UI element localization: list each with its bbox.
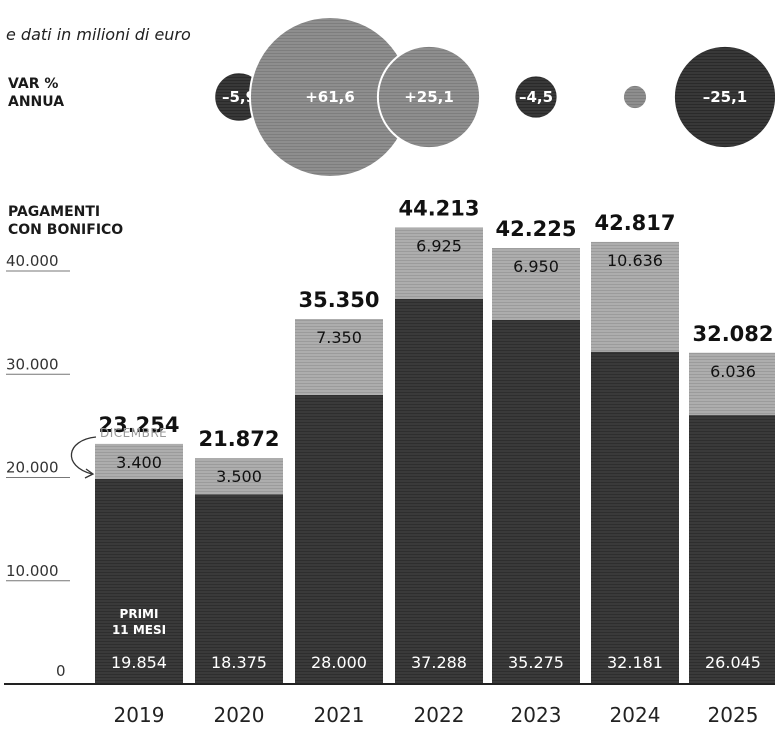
y-tick-label: 40.000: [6, 252, 59, 270]
y-tick-label: 30.000: [6, 355, 59, 373]
year-label: 2024: [610, 703, 661, 727]
eleven-months-value-label: 32.181: [607, 653, 663, 672]
dicembre-value-label: 3.500: [216, 467, 262, 486]
total-value-label: 35.350: [298, 288, 379, 312]
dicembre-annotation: DICEMBRE: [70, 426, 167, 479]
variation-bubble: [513, 74, 559, 120]
year-label: 2020: [214, 703, 265, 727]
bars: 3.400 19.854 23.254 2019 3.500 18.375 21.872 20…: [95, 197, 775, 727]
variation-label: +1,4: [615, 61, 654, 79]
bar-dicembre: [395, 227, 483, 300]
bar-dicembre: [689, 352, 775, 416]
dicembre-value-label: 10.636: [607, 251, 663, 270]
bar-dicembre: [95, 443, 183, 480]
primi-11-mesi-note: PRIMI 11 MESI: [112, 607, 166, 637]
year-label: 2025: [708, 703, 759, 727]
bar-primi-11-mesi: [295, 394, 383, 684]
variation-label: –4,5: [519, 88, 553, 106]
y-tick-label: 20.000: [6, 459, 59, 477]
variation-bubble: [376, 44, 482, 150]
year-label: 2019: [114, 703, 165, 727]
bar-primi-11-mesi: [689, 415, 775, 684]
payments-label: PAGAMENTI CON BONIFICO: [8, 204, 123, 238]
bar-dicembre: [492, 248, 580, 320]
dicembre-label: DICEMBRE: [100, 426, 167, 440]
bar-dicembre: [195, 458, 283, 495]
eleven-months-value-label: 28.000: [311, 653, 367, 672]
variation-label: –5,9: [222, 88, 256, 106]
total-value-label: 44.213: [398, 197, 479, 221]
y-tick-label: 0: [56, 662, 66, 680]
dicembre-value-label: 7.350: [316, 328, 362, 347]
dicembre-value-label: 6.950: [513, 257, 559, 276]
eleven-months-value-label: 26.045: [705, 653, 761, 672]
bubbles: –5,9 +61,6 +25,1 –4,5 +1,4 –25,1: [213, 15, 775, 179]
bar-primi-11-mesi: [492, 319, 580, 684]
eleven-months-value-label: 37.288: [411, 653, 467, 672]
dicembre-value-label: 6.925: [416, 237, 462, 256]
y-tick-label: 10.000: [6, 562, 59, 580]
variation-label: +25,1: [404, 88, 454, 106]
total-value-label: 42.225: [495, 217, 576, 241]
variation-label: +61,6: [305, 88, 355, 106]
total-value-label: 21.872: [198, 427, 279, 451]
bar-dicembre: [295, 319, 383, 395]
var-label: VAR % ANNUA: [8, 76, 64, 110]
variation-bubble: [672, 44, 775, 150]
bar-primi-11-mesi: [95, 479, 183, 684]
eleven-months-value-label: 35.275: [508, 653, 564, 672]
eleven-months-value-label: 18.375: [211, 653, 267, 672]
total-value-label: 23.254: [98, 413, 179, 437]
dicembre-value-label: 3.400: [116, 453, 162, 472]
dicembre-arrow-head: [84, 468, 95, 479]
variation-label: –25,1: [703, 88, 748, 106]
bar-dicembre: [591, 241, 679, 352]
bar-primi-11-mesi: [591, 351, 679, 684]
total-value-label: 42.817: [594, 211, 675, 235]
eleven-months-value-label: 19.854: [111, 653, 167, 672]
year-label: 2021: [314, 703, 365, 727]
total-value-label: 32.082: [692, 322, 773, 346]
bar-primi-11-mesi: [395, 299, 483, 684]
y-axis: 0 10.000 20.000 30.000 40.000: [6, 252, 70, 680]
year-label: 2022: [414, 703, 465, 727]
chart-subtitle: e dati in milioni di euro: [6, 25, 191, 44]
variation-bubble: [621, 83, 649, 111]
year-label: 2023: [511, 703, 562, 727]
dicembre-arrow: [70, 436, 97, 475]
bar-primi-11-mesi: [195, 494, 283, 684]
dicembre-value-label: 6.036: [710, 362, 756, 381]
